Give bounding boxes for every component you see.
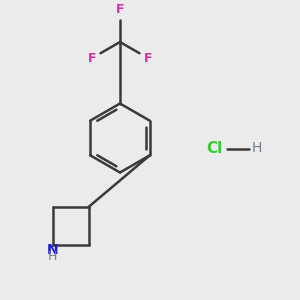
Text: H: H [251,142,262,155]
Text: F: F [116,3,124,16]
Text: F: F [88,52,97,64]
Text: H: H [48,250,57,263]
Text: F: F [143,52,152,64]
Text: Cl: Cl [206,141,223,156]
Text: N: N [47,243,58,257]
